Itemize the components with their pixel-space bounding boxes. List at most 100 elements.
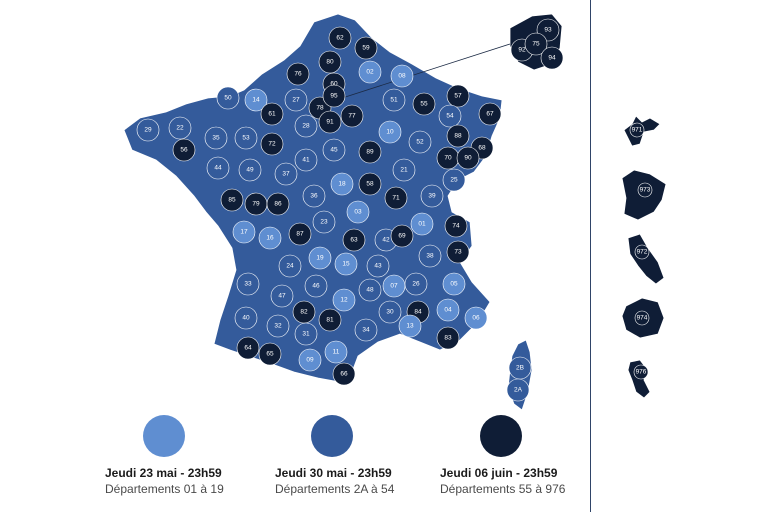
department-label-06: 06 <box>472 315 480 322</box>
department-label-971: 971 <box>632 127 643 134</box>
legend-range-2: Départements 2A à 54 <box>275 482 395 496</box>
department-label-71: 71 <box>392 195 400 202</box>
department-label-10: 10 <box>386 129 394 136</box>
department-43 <box>366 254 390 278</box>
department-label-88: 88 <box>454 133 462 140</box>
department-label-08: 08 <box>398 73 406 80</box>
department-49 <box>238 158 262 182</box>
department-52 <box>408 130 432 154</box>
department-02 <box>358 60 382 84</box>
department-label-974: 974 <box>637 315 648 322</box>
department-58 <box>358 172 382 196</box>
department-03 <box>346 200 370 224</box>
department-12 <box>332 288 356 312</box>
department-label-67: 67 <box>486 111 494 118</box>
department-label-19: 19 <box>316 255 324 262</box>
vertical-divider <box>590 0 591 512</box>
department-39 <box>420 184 444 208</box>
department-label-47: 47 <box>278 293 286 300</box>
department-label-94: 94 <box>548 55 556 62</box>
martinique-shape <box>627 233 665 285</box>
department-972 <box>634 244 650 260</box>
department-29 <box>136 118 160 142</box>
department-label-82: 82 <box>300 309 308 316</box>
department-80 <box>318 50 342 74</box>
department-label-52: 52 <box>416 139 424 146</box>
department-61 <box>260 102 284 126</box>
department-label-56: 56 <box>180 147 188 154</box>
department-label-77: 77 <box>348 113 356 120</box>
department-label-13: 13 <box>406 323 414 330</box>
department-66 <box>332 362 356 386</box>
department-label-93: 93 <box>544 27 552 34</box>
department-976 <box>633 364 649 380</box>
department-23 <box>312 210 336 234</box>
department-41 <box>294 148 318 172</box>
department-89 <box>358 140 382 164</box>
department-75 <box>524 32 548 56</box>
department-85 <box>220 188 244 212</box>
department-48 <box>358 278 382 302</box>
department-label-75: 75 <box>532 41 540 48</box>
department-label-28: 28 <box>302 123 310 130</box>
department-label-972: 972 <box>637 249 648 256</box>
department-30 <box>378 300 402 324</box>
legend-item-3: Jeudi 06 juin - 23h59 Départements 55 à … <box>440 466 565 496</box>
department-14 <box>244 88 268 112</box>
department-56 <box>172 138 196 162</box>
department-label-15: 15 <box>342 261 350 268</box>
department-label-69: 69 <box>398 233 406 240</box>
department-label-95: 95 <box>330 93 338 100</box>
department-81 <box>318 308 342 332</box>
department-label-65: 65 <box>266 351 274 358</box>
department-label-36: 36 <box>310 193 318 200</box>
department-44 <box>206 156 230 180</box>
department-06 <box>464 306 488 330</box>
department-label-34: 34 <box>362 327 370 334</box>
department-24 <box>278 254 302 278</box>
department-label-2A: 2A <box>514 387 523 394</box>
department-95 <box>322 84 346 108</box>
department-label-43: 43 <box>374 263 382 270</box>
department-77 <box>340 104 364 128</box>
department-label-09: 09 <box>306 357 314 364</box>
legend-range-1: Départements 01 à 19 <box>105 482 224 496</box>
department-64 <box>236 336 260 360</box>
department-label-22: 22 <box>176 125 184 132</box>
department-40 <box>234 306 258 330</box>
legend-date-2: Jeudi 30 mai - 23h59 <box>275 466 392 480</box>
department-83 <box>436 326 460 350</box>
department-label-60: 60 <box>330 81 338 88</box>
department-55 <box>412 92 436 116</box>
department-label-45: 45 <box>330 147 338 154</box>
department-label-89: 89 <box>366 149 374 156</box>
department-label-25: 25 <box>450 177 458 184</box>
department-label-16: 16 <box>266 235 274 242</box>
department-label-80: 80 <box>326 59 334 66</box>
department-label-86: 86 <box>274 201 282 208</box>
department-label-973: 973 <box>640 187 651 194</box>
department-label-29: 29 <box>144 127 152 134</box>
department-17 <box>232 220 256 244</box>
department-label-42: 42 <box>382 237 390 244</box>
department-label-79: 79 <box>252 201 260 208</box>
department-label-11: 11 <box>333 349 340 356</box>
department-label-73: 73 <box>454 249 462 256</box>
department-label-17: 17 <box>240 229 248 236</box>
department-label-44: 44 <box>214 165 222 172</box>
department-62 <box>328 26 352 50</box>
department-label-55: 55 <box>420 101 428 108</box>
department-label-03: 03 <box>354 209 362 216</box>
department-label-32: 32 <box>274 323 282 330</box>
department-label-27: 27 <box>292 97 300 104</box>
department-22 <box>168 116 192 140</box>
department-label-83: 83 <box>444 335 452 342</box>
department-label-01: 01 <box>418 221 426 228</box>
department-25 <box>442 168 466 192</box>
department-label-38: 38 <box>426 253 434 260</box>
department-46 <box>304 274 328 298</box>
department-label-24: 24 <box>286 263 294 270</box>
department-57 <box>446 84 470 108</box>
department-71 <box>384 186 408 210</box>
